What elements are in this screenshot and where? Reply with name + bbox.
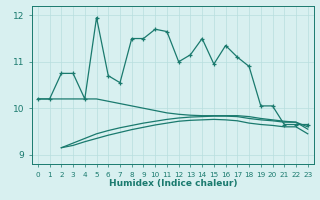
X-axis label: Humidex (Indice chaleur): Humidex (Indice chaleur)	[108, 179, 237, 188]
